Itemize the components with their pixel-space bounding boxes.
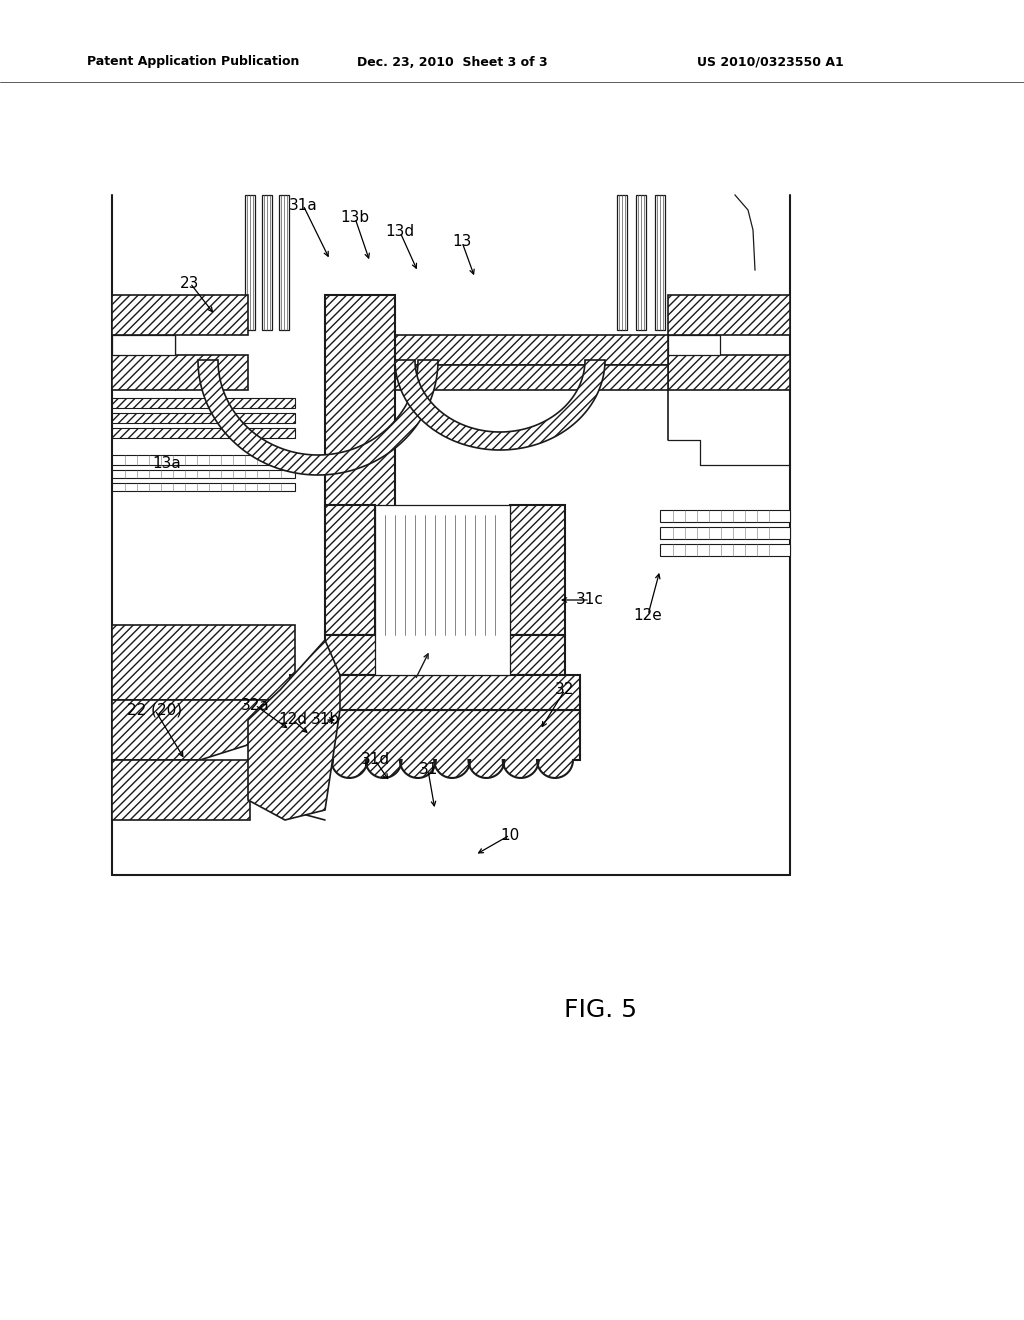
Bar	[262, 195, 272, 330]
Bar	[112, 760, 250, 820]
Bar	[245, 195, 255, 330]
Text: Dec. 23, 2010  Sheet 3 of 3: Dec. 23, 2010 Sheet 3 of 3	[357, 55, 548, 69]
Bar	[112, 294, 248, 335]
Bar	[325, 294, 395, 510]
Text: Patent Application Publication: Patent Application Publication	[87, 55, 299, 69]
Text: 31a: 31a	[289, 198, 317, 213]
Bar	[112, 428, 295, 438]
Bar	[112, 470, 295, 478]
Bar	[279, 195, 289, 330]
Bar	[392, 335, 668, 366]
Bar	[112, 624, 295, 700]
Bar	[660, 544, 790, 556]
Bar	[617, 195, 627, 330]
Text: 31b: 31b	[310, 713, 340, 727]
Bar	[668, 294, 790, 335]
Bar	[660, 527, 790, 539]
Text: 32a: 32a	[241, 697, 269, 713]
Bar	[112, 455, 295, 465]
Bar	[325, 635, 565, 675]
Polygon shape	[112, 700, 295, 760]
Bar	[510, 506, 565, 635]
Text: US 2010/0323550 A1: US 2010/0323550 A1	[697, 55, 844, 69]
Bar	[112, 483, 295, 491]
Polygon shape	[395, 360, 605, 450]
Text: 12e: 12e	[634, 607, 663, 623]
Text: 10: 10	[501, 828, 519, 842]
Bar	[112, 413, 295, 422]
Bar	[392, 366, 668, 389]
Text: 12d: 12d	[279, 713, 307, 727]
Bar	[112, 355, 248, 389]
Bar	[290, 675, 580, 710]
Bar	[668, 355, 790, 389]
Text: 31d: 31d	[360, 752, 389, 767]
Polygon shape	[290, 710, 580, 777]
Text: 32: 32	[555, 682, 574, 697]
Bar	[112, 335, 175, 355]
Bar	[112, 399, 295, 408]
Text: FIG. 5: FIG. 5	[563, 998, 637, 1022]
Text: 13a: 13a	[152, 455, 181, 470]
Text: 13b: 13b	[340, 210, 370, 226]
Bar	[668, 335, 720, 355]
Polygon shape	[198, 360, 438, 475]
Text: 23: 23	[180, 276, 200, 290]
Polygon shape	[248, 640, 340, 820]
Bar	[325, 506, 375, 635]
Bar	[375, 506, 510, 675]
Text: 22 (20): 22 (20)	[127, 702, 182, 718]
Text: 13d: 13d	[385, 224, 415, 239]
Text: 13: 13	[453, 235, 472, 249]
Bar	[636, 195, 646, 330]
Bar	[660, 510, 790, 521]
Bar	[655, 195, 665, 330]
Text: 31c: 31c	[577, 593, 604, 607]
Text: 31: 31	[419, 763, 437, 777]
